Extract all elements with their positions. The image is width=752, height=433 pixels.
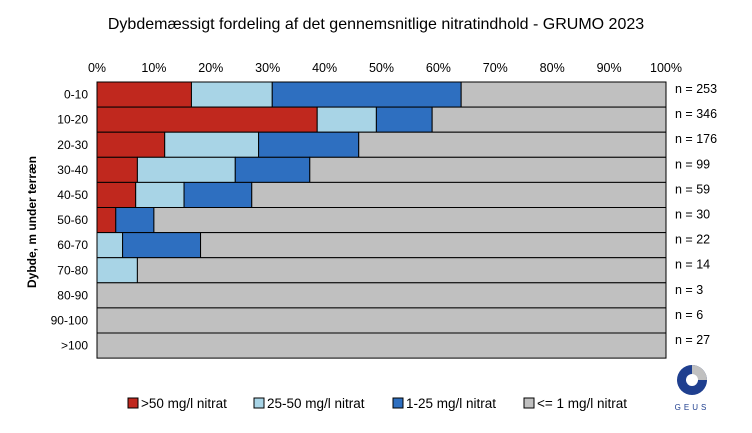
bar-segment [96,207,117,234]
legend: >50 mg/l nitrat 25-50 mg/l nitrat 1-25 mg/… [127,396,627,411]
bar-segment [96,106,318,133]
bar-segment [96,257,138,284]
count-label: n = 59 [675,182,710,196]
logo-text: GEUS [675,403,710,412]
legend-swatch [392,397,404,409]
count-label: n = 99 [675,157,710,171]
count-label: n = 176 [675,132,717,146]
bar-segment [136,257,667,284]
category-label: 40-50 [57,188,88,202]
legend-swatch [127,397,139,409]
bar-segment [96,181,137,208]
category-label: 50-60 [57,213,88,227]
x-tick-label: 100% [650,61,682,75]
category-label: 60-70 [57,238,88,252]
x-tick-label: 10% [141,61,166,75]
bar-segment [115,207,155,234]
y-axis-label: Dybde, m under terræn [25,156,39,288]
x-tick-label: 0% [88,61,106,75]
bar-segment [431,106,667,133]
bar-segment [251,181,667,208]
x-tick-label: 30% [255,61,280,75]
count-label: n = 14 [675,258,710,272]
chart-title: Dybdemæssigt fordeling af det gennemsnit… [108,16,644,33]
sample-counts: n = 253 n = 346 n = 176 n = 99 n = 59 n = 30 n… [675,82,717,347]
bar-segment [258,131,360,158]
category-label: 80-90 [57,288,88,302]
x-tick-label: 90% [597,61,622,75]
bar-segment [200,232,667,259]
category-label: 90-100 [51,313,89,327]
bar-segment [309,156,667,183]
y-axis-categories: 0-10 10-20 20-30 30-40 40-50 50-60 60-70 70-80 8… [51,88,89,353]
plot-area [96,81,667,359]
logo-mark-icon [677,365,707,395]
count-label: n = 6 [675,308,703,322]
bar-segment [136,156,236,183]
bar-segment [135,181,185,208]
bar-segment [190,81,273,108]
x-tick-label: 40% [312,61,337,75]
x-axis-ticks: 0% 10% 20% 30% 40% 50% 60% 70% 80% 90% 100% [88,61,682,75]
bar-segment [96,332,667,359]
bar-segment [375,106,433,133]
category-label: 70-80 [57,263,88,277]
category-label: 30-40 [57,163,88,177]
count-label: n = 253 [675,82,717,96]
bar-segment [316,106,377,133]
category-label: 10-20 [57,113,88,127]
count-label: n = 27 [675,333,710,347]
bar-segment [183,181,253,208]
bar-segment [96,232,124,259]
category-label: 20-30 [57,138,88,152]
count-label: n = 30 [675,208,710,222]
legend-label: <= 1 mg/l nitrat [537,396,627,411]
count-label: n = 22 [675,233,710,247]
bar-segment [460,81,667,108]
legend-label: >50 mg/l nitrat [141,396,227,411]
category-label: 0-10 [64,88,88,102]
bar-segment [234,156,311,183]
bar-segment [96,156,138,183]
count-label: n = 346 [675,107,717,121]
bar-segment [153,207,667,234]
x-tick-label: 80% [540,61,565,75]
legend-swatch [253,397,265,409]
geus-logo: GEUS [668,362,716,426]
bar-segment [271,81,462,108]
count-label: n = 3 [675,283,703,297]
bar-segment [122,232,202,259]
category-label: >100 [61,339,88,353]
legend-label: 25-50 mg/l nitrat [267,396,365,411]
bar-segment [96,282,667,309]
bar-segment [164,131,260,158]
bar-segment [96,131,166,158]
x-tick-label: 70% [483,61,508,75]
x-tick-label: 50% [369,61,394,75]
bar-segment [358,131,667,158]
bar-segment [96,81,192,108]
x-tick-label: 20% [198,61,223,75]
legend-label: 1-25 mg/l nitrat [406,396,496,411]
bar-segment [96,307,667,334]
legend-swatch [523,397,535,409]
x-tick-label: 60% [426,61,451,75]
